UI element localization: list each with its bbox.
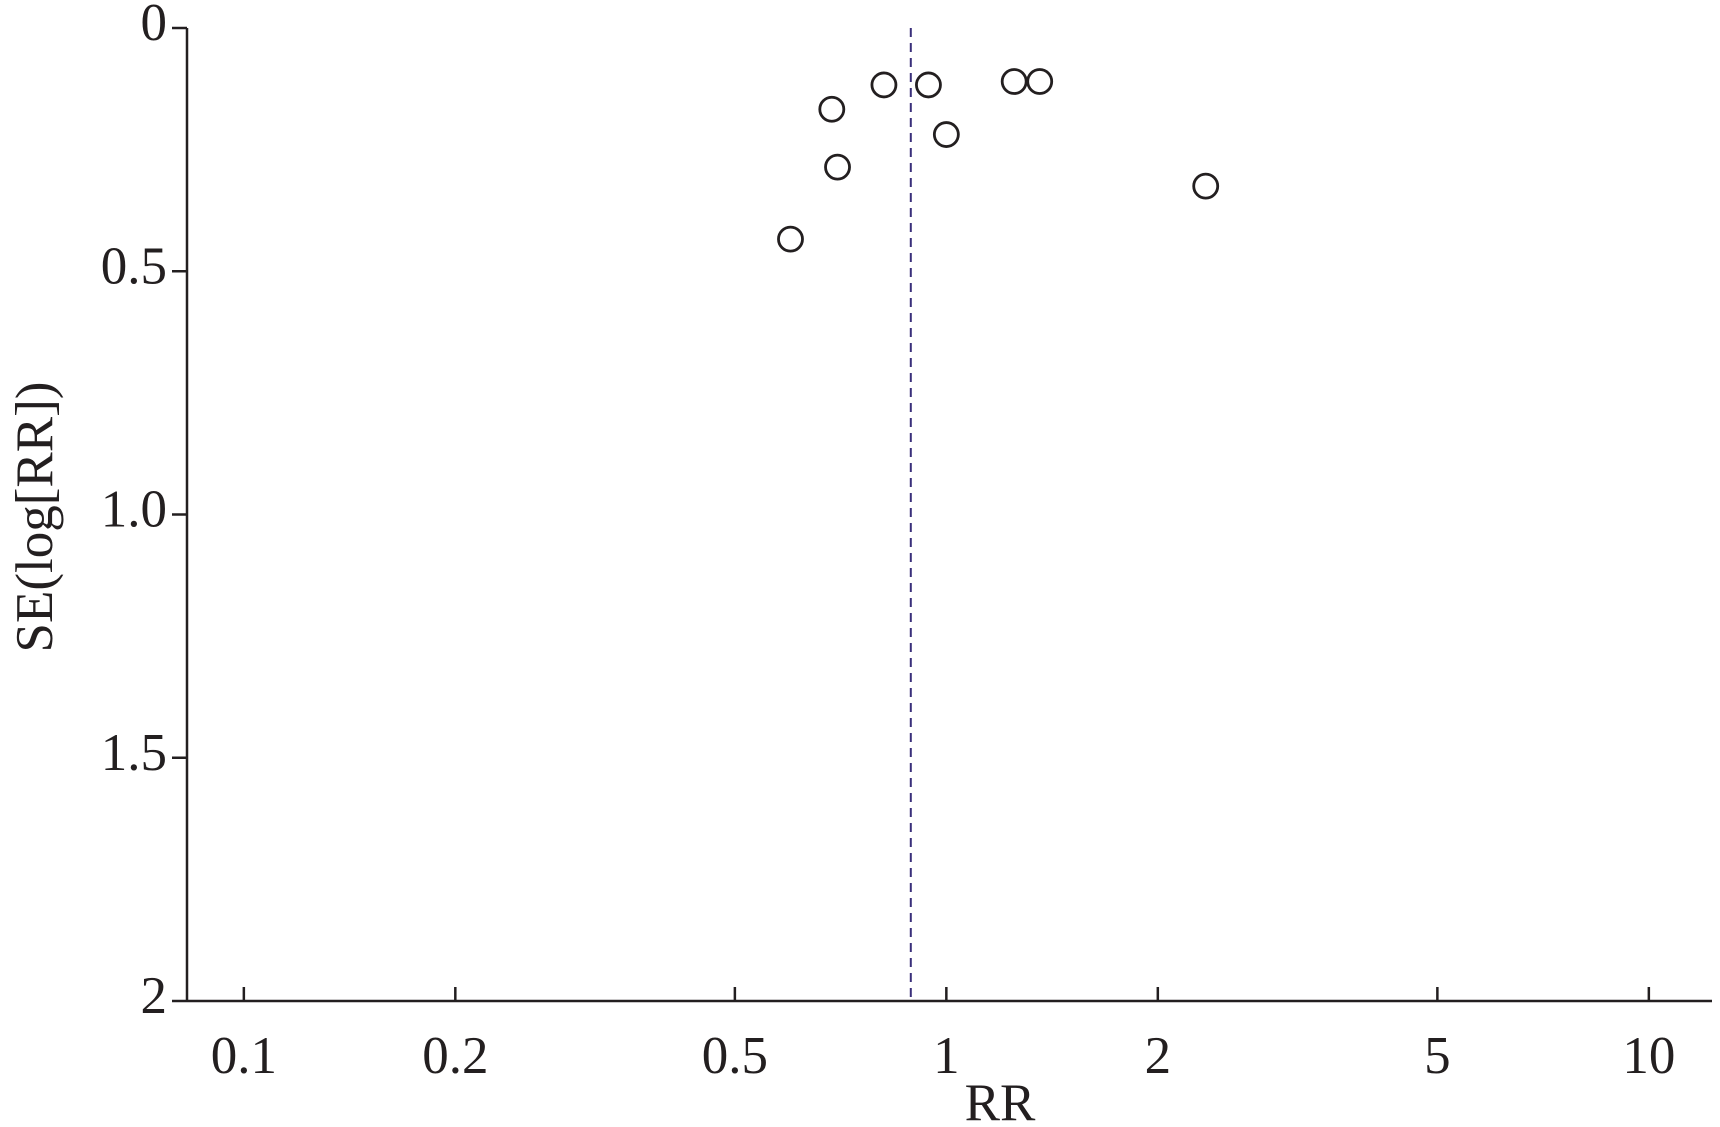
y-tick-label: 2	[141, 967, 168, 1025]
x-axis-label: RR	[965, 1074, 1036, 1127]
x-tick-label: 1	[933, 1027, 960, 1085]
point	[818, 95, 846, 123]
x-tick-label: 0.5	[702, 1027, 768, 1085]
point	[824, 153, 851, 181]
point	[1192, 172, 1220, 200]
point	[870, 71, 898, 99]
x-tick-label: 0.1	[211, 1027, 277, 1085]
point	[1026, 68, 1054, 95]
point	[932, 121, 960, 148]
point	[1000, 68, 1028, 95]
x-tick-label: 2	[1145, 1027, 1172, 1085]
x-tick-label: 5	[1424, 1027, 1451, 1085]
point	[915, 71, 942, 99]
y-axis-label: SE(log[RR])	[6, 382, 64, 653]
x-tick-label: 0.2	[422, 1027, 488, 1085]
y-tick-label: 1.5	[101, 724, 167, 782]
x-tick-label: 10	[1622, 1027, 1675, 1085]
point	[777, 225, 804, 253]
y-tick-label: 0.5	[101, 237, 167, 295]
y-tick-label: 1.0	[101, 481, 167, 539]
y-tick-label: 0	[141, 0, 168, 52]
